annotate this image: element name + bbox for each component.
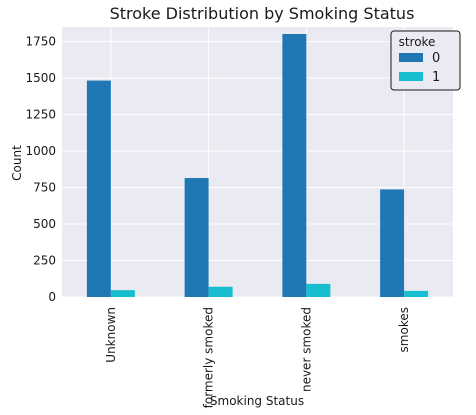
y-tick-label: 500 (33, 217, 56, 231)
y-axis-label: Count (10, 145, 24, 181)
legend-title: stroke (399, 35, 436, 49)
bar-formerly-smoked-series-1 (209, 287, 233, 297)
bar-never-smoked-series-0 (282, 34, 306, 297)
bar-smokes-series-0 (380, 189, 404, 297)
chart-title: Stroke Distribution by Smoking Status (110, 4, 415, 23)
legend-swatch-0 (399, 53, 423, 62)
y-tick-label: 1000 (25, 144, 56, 158)
y-tick-label: 0 (48, 290, 56, 304)
y-tick-label: 750 (33, 181, 56, 195)
x-tick-label: never smoked (299, 307, 313, 392)
y-tick-label: 1750 (25, 35, 56, 49)
bar-smokes-series-1 (404, 291, 428, 297)
legend-swatch-1 (399, 72, 423, 81)
x-tick-label: smokes (397, 307, 411, 352)
bar-formerly-smoked-series-0 (185, 178, 209, 297)
y-tick-label: 1500 (25, 71, 56, 85)
x-tick-label: Unknown (104, 307, 118, 363)
y-tick-label: 250 (33, 254, 56, 268)
y-tick-label: 1250 (25, 108, 56, 122)
legend-label-1: 1 (432, 70, 440, 85)
x-axis-label: Smoking Status (210, 394, 304, 408)
y-axis-ticks: 0 250 500 750 1000 1250 1500 1750 (25, 35, 56, 304)
bar-Unknown-series-1 (111, 290, 135, 297)
legend-label-0: 0 (432, 51, 440, 66)
bar-never-smoked-series-1 (306, 284, 330, 297)
bar-Unknown-series-0 (87, 81, 111, 297)
legend: stroke 0 1 (391, 31, 460, 90)
